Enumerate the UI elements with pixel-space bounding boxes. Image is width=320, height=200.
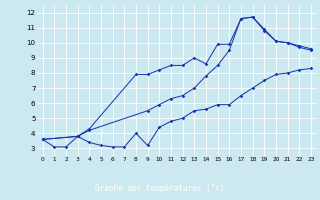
- Text: Graphe des températures (°c): Graphe des températures (°c): [95, 184, 225, 193]
